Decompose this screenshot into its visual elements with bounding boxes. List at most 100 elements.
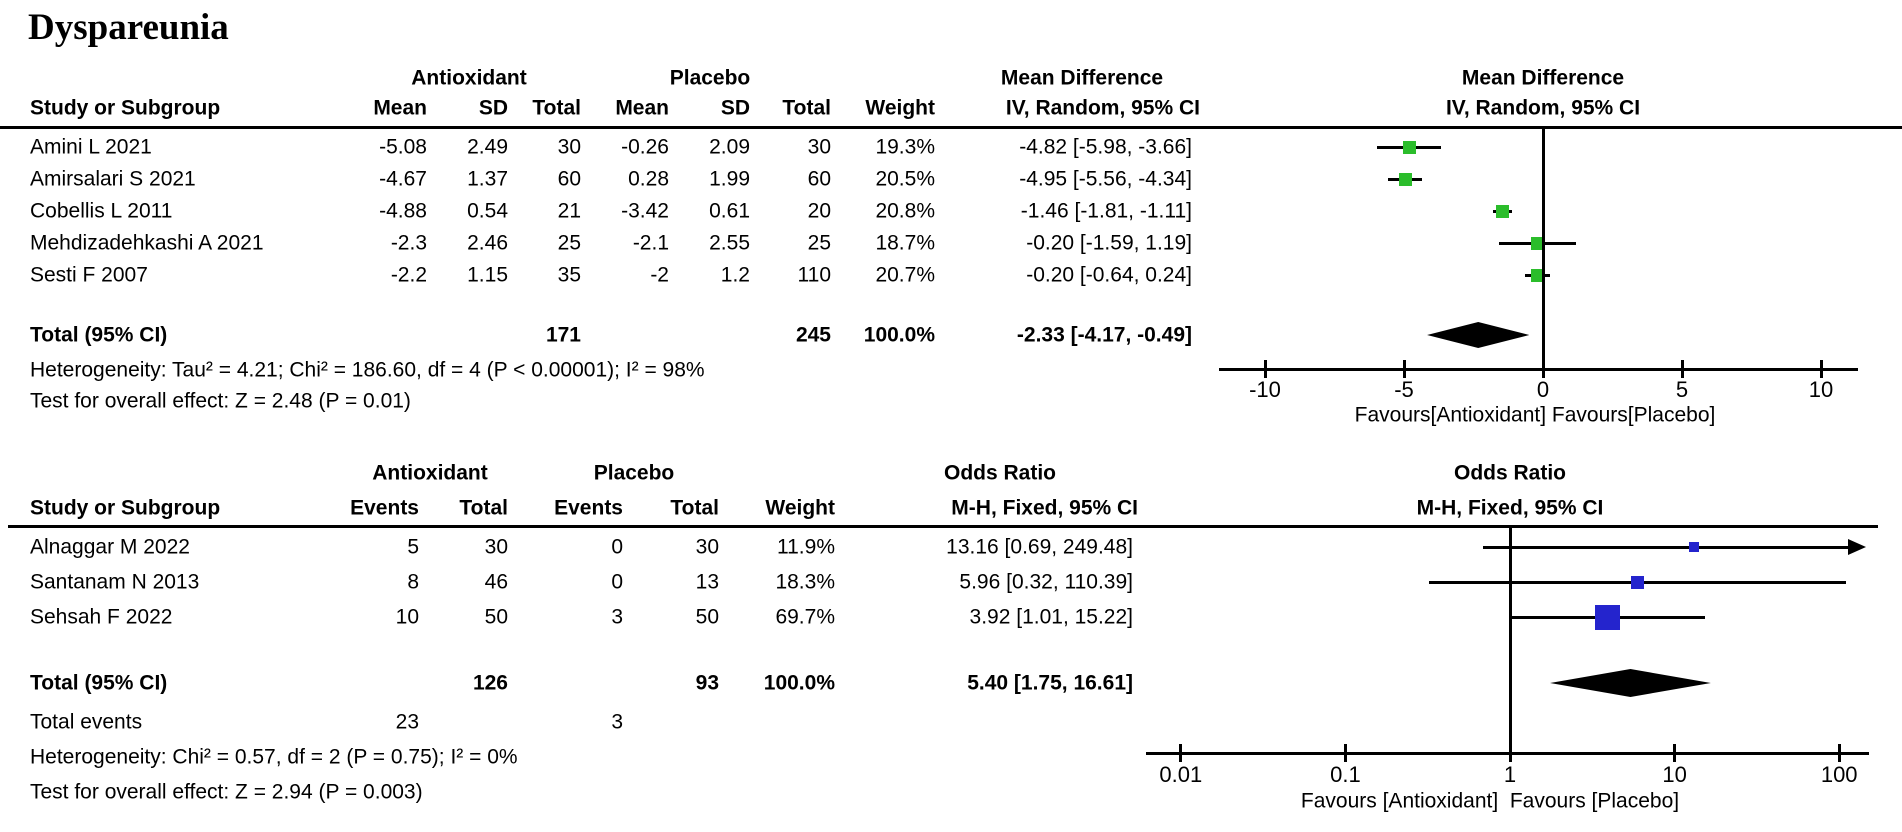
- effect-estimate-cell: 13.16 [0.69, 249.48]: [946, 535, 1133, 559]
- null-effect-line: [1508, 527, 1512, 753]
- table-cell: 18.3%: [775, 570, 835, 594]
- table-cell: 19.3%: [875, 135, 935, 159]
- table-cell: -2.3: [390, 231, 427, 255]
- table-cell: 10: [395, 605, 419, 629]
- total-cell: 100.0%: [863, 323, 935, 347]
- column-header: SD: [720, 96, 750, 120]
- table-cell: 1.2: [720, 263, 750, 287]
- table-cell: 0.28: [628, 167, 669, 191]
- table-cell: 20.8%: [875, 199, 935, 223]
- axis-line: [1219, 367, 1858, 371]
- effect-estimate-cell: -4.95 [-5.56, -4.34]: [1019, 167, 1192, 191]
- table-cell: 46: [484, 570, 508, 594]
- study-label: Sesti F 2007: [30, 263, 148, 287]
- overall-effect-text: Test for overall effect: Z = 2.94 (P = 0…: [30, 780, 423, 804]
- table-cell: 20: [807, 199, 831, 223]
- total-cell: 100.0%: [763, 671, 835, 695]
- axis-tick-label: -5: [1394, 377, 1414, 402]
- column-header: Events: [350, 496, 419, 520]
- study-label: Amini L 2021: [30, 135, 152, 159]
- axis-tick-label: 0.1: [1330, 762, 1361, 787]
- table-cell: 25: [557, 231, 581, 255]
- axis-tick-label: 5: [1675, 377, 1689, 402]
- pooled-effect-diamond: [1550, 669, 1711, 697]
- method-header-plot: M-H, Fixed, 95% CI: [1416, 496, 1604, 520]
- table-cell: 18.7%: [875, 231, 935, 255]
- table-cell: -2.1: [632, 231, 669, 255]
- table-cell: -4.88: [379, 199, 427, 223]
- table-cell: 60: [807, 167, 831, 191]
- total-cell: 93: [695, 671, 719, 695]
- table-cell: 2.49: [467, 135, 508, 159]
- study-label: Sehsah F 2022: [30, 605, 173, 629]
- table-cell: 11.9%: [777, 535, 835, 559]
- total-cell: 245: [795, 323, 831, 347]
- column-header: SD: [478, 96, 508, 120]
- table-cell: 30: [557, 135, 581, 159]
- overall-effect-text: Test for overall effect: Z = 2.48 (P = 0…: [30, 389, 411, 413]
- table-cell: 69.7%: [775, 605, 835, 629]
- group1-header: Antioxidant: [411, 66, 527, 90]
- effect-estimate-cell: -1.46 [-1.81, -1.11]: [1020, 199, 1192, 223]
- axis-tick-label: 100: [1820, 762, 1858, 787]
- axis-tick: [1541, 360, 1545, 378]
- ci-line: [1483, 545, 1848, 549]
- axis-tick: [1837, 744, 1841, 762]
- group2-header: Placebo: [669, 66, 751, 90]
- table-cell: 20.7%: [875, 263, 935, 287]
- table-cell: 25: [807, 231, 831, 255]
- method-header-table: IV, Random, 95% CI: [1005, 96, 1200, 120]
- table-cell: -2.2: [390, 263, 427, 287]
- axis-tick: [1179, 744, 1183, 762]
- table-cell: 1.15: [467, 263, 508, 287]
- total-effect-cell: 5.40 [1.75, 16.61]: [967, 671, 1133, 695]
- table-cell: 1.37: [467, 167, 508, 191]
- column-header: Events: [554, 496, 623, 520]
- column-header: Weight: [865, 96, 935, 120]
- table-cell: 35: [557, 263, 581, 287]
- method-header-table: M-H, Fixed, 95% CI: [951, 496, 1138, 520]
- measure-header-table: Odds Ratio: [943, 461, 1057, 485]
- table-cell: 1.99: [709, 167, 750, 191]
- effect-estimate-cell: 3.92 [1.01, 15.22]: [969, 605, 1133, 629]
- column-header: Mean: [373, 96, 427, 120]
- header-rule: [0, 126, 1902, 129]
- table-cell: 30: [484, 535, 508, 559]
- axis-tick: [1819, 360, 1823, 378]
- measure-header-table: Mean Difference: [1000, 66, 1164, 90]
- header-rule: [8, 525, 1878, 528]
- table-cell: 2.09: [709, 135, 750, 159]
- table-cell: 13: [695, 570, 719, 594]
- axis-tick: [1673, 744, 1677, 762]
- effect-estimate-cell: -4.82 [-5.98, -3.66]: [1019, 135, 1192, 159]
- column-header: Total: [782, 96, 831, 120]
- table-cell: -5.08: [379, 135, 427, 159]
- table-cell: 0.54: [467, 199, 508, 223]
- table-cell: 0: [611, 570, 623, 594]
- total-effect-cell: -2.33 [-4.17, -0.49]: [1016, 323, 1192, 347]
- table-cell: 60: [557, 167, 581, 191]
- axis-tick: [1263, 360, 1267, 378]
- total-label: Total (95% CI): [30, 671, 168, 695]
- axis-tick-label: 10: [1808, 377, 1834, 402]
- table-cell: 0.61: [709, 199, 750, 223]
- total-label: Total (95% CI): [30, 323, 168, 347]
- table-cell: 20.5%: [875, 167, 935, 191]
- ci-arrow-right: [1848, 539, 1866, 555]
- table-cell: 30: [695, 535, 719, 559]
- study-label: Alnaggar M 2022: [30, 535, 190, 559]
- favours-label: Favours[Antioxidant] Favours[Placebo]: [1354, 403, 1716, 427]
- total-cell: 171: [545, 323, 581, 347]
- axis-line: [1146, 751, 1869, 755]
- favours-label: Favours [Antioxidant] Favours [Placebo]: [1300, 789, 1680, 813]
- axis-tick: [1343, 744, 1347, 762]
- axis-tick-label: 1: [1503, 762, 1517, 787]
- axis-tick: [1680, 360, 1684, 378]
- total-events-label: Total events: [30, 710, 143, 734]
- pooled-effect-diamond: [1427, 322, 1530, 348]
- group1-header: Antioxidant: [372, 461, 488, 485]
- table-cell: 8: [407, 570, 419, 594]
- study-column-header: Study or Subgroup: [30, 496, 221, 520]
- effect-square: [1495, 204, 1509, 218]
